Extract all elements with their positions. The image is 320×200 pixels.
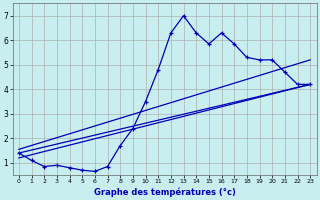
- X-axis label: Graphe des températures (°c): Graphe des températures (°c): [93, 187, 236, 197]
